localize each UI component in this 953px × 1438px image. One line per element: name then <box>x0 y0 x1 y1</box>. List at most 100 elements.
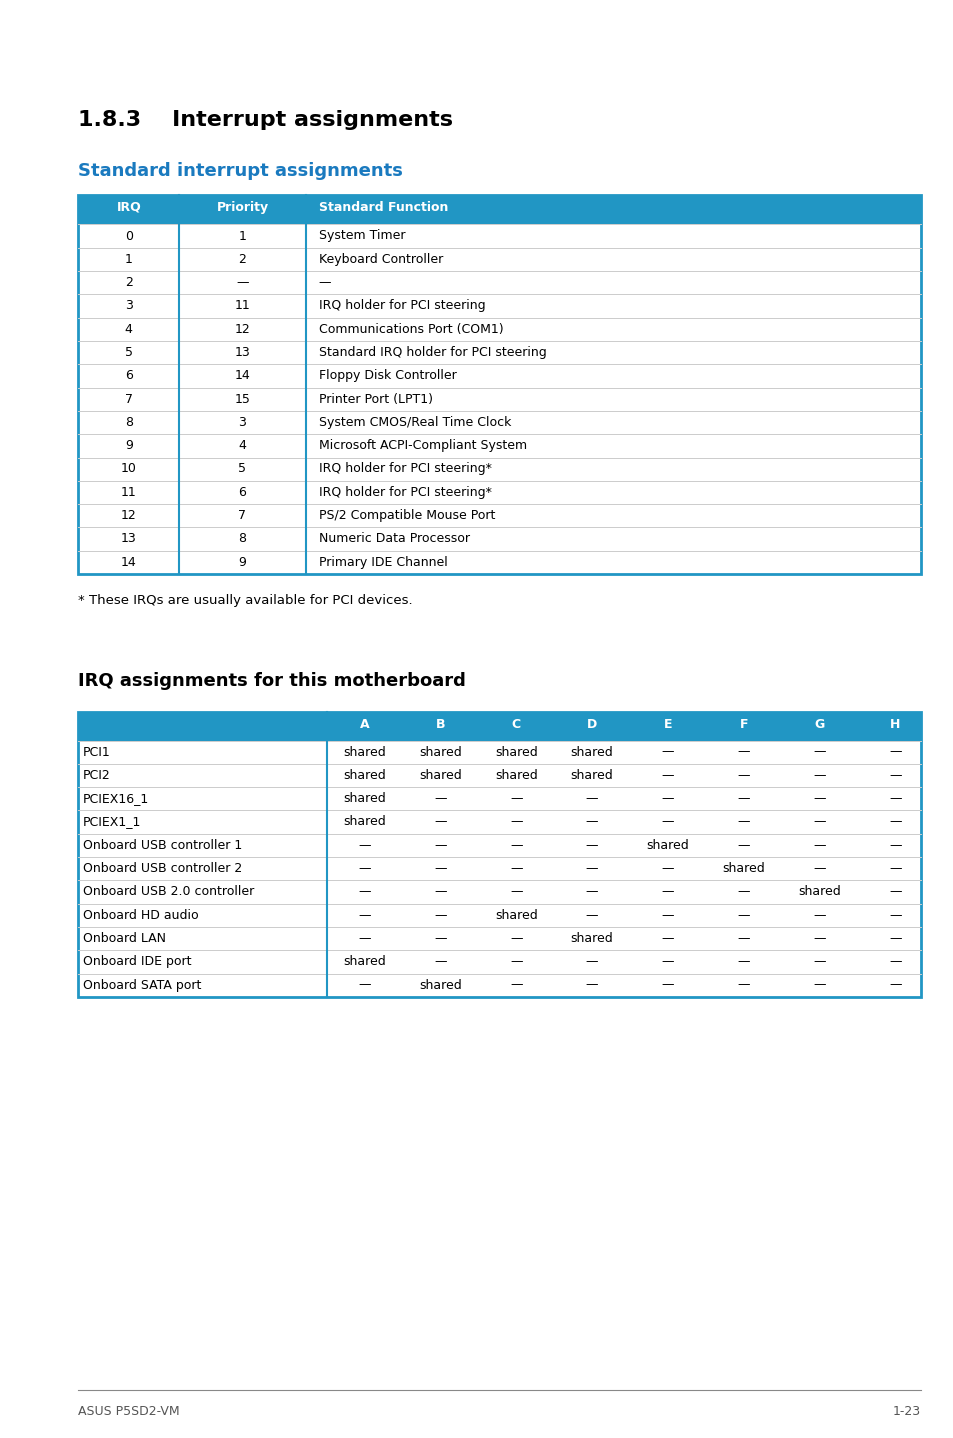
Text: 3: 3 <box>238 416 246 429</box>
Text: G: G <box>814 718 823 731</box>
Text: —: — <box>737 932 749 945</box>
Text: —: — <box>358 978 371 991</box>
Text: F: F <box>739 718 747 731</box>
Text: —: — <box>888 815 901 828</box>
Text: Communications Port (COM1): Communications Port (COM1) <box>318 322 503 335</box>
Text: 13: 13 <box>234 347 250 360</box>
Text: Onboard SATA port: Onboard SATA port <box>83 978 201 991</box>
Bar <box>78 834 920 857</box>
Text: —: — <box>510 886 522 899</box>
Text: —: — <box>812 861 825 874</box>
Text: —: — <box>510 861 522 874</box>
Text: —: — <box>812 792 825 805</box>
Text: —: — <box>737 955 749 968</box>
Text: —: — <box>585 909 598 922</box>
Text: —: — <box>812 955 825 968</box>
Bar <box>78 951 920 974</box>
Bar <box>78 903 920 928</box>
Text: 9: 9 <box>238 555 246 568</box>
Text: —: — <box>737 909 749 922</box>
Bar <box>78 857 920 880</box>
Text: —: — <box>812 978 825 991</box>
Text: * These IRQs are usually available for PCI devices.: * These IRQs are usually available for P… <box>78 594 413 607</box>
Text: —: — <box>737 745 749 758</box>
Text: 2: 2 <box>238 253 246 266</box>
Bar <box>78 247 920 272</box>
Text: shared: shared <box>495 745 537 758</box>
Text: —: — <box>888 886 901 899</box>
Bar <box>78 741 920 764</box>
Text: 0: 0 <box>125 230 132 243</box>
Text: Numeric Data Processor: Numeric Data Processor <box>318 532 469 545</box>
Text: shared: shared <box>418 978 461 991</box>
Text: shared: shared <box>798 886 840 899</box>
Text: Keyboard Controller: Keyboard Controller <box>318 253 442 266</box>
Text: H: H <box>889 718 900 731</box>
Text: —: — <box>888 745 901 758</box>
Text: shared: shared <box>721 861 764 874</box>
Text: —: — <box>434 838 446 851</box>
Text: —: — <box>661 861 674 874</box>
Text: 7: 7 <box>238 509 246 522</box>
Text: 1: 1 <box>238 230 246 243</box>
Bar <box>78 480 920 505</box>
Text: —: — <box>585 978 598 991</box>
Text: —: — <box>888 838 901 851</box>
Text: shared: shared <box>418 745 461 758</box>
Text: —: — <box>358 838 371 851</box>
Text: —: — <box>434 815 446 828</box>
Text: shared: shared <box>495 909 537 922</box>
Bar <box>78 712 920 997</box>
Text: Standard IRQ holder for PCI steering: Standard IRQ holder for PCI steering <box>318 347 546 360</box>
Text: PCIEX16_1: PCIEX16_1 <box>83 792 150 805</box>
Text: Onboard LAN: Onboard LAN <box>83 932 166 945</box>
Text: —: — <box>585 861 598 874</box>
Bar <box>78 434 920 457</box>
Text: System CMOS/Real Time Clock: System CMOS/Real Time Clock <box>318 416 511 429</box>
Bar <box>78 928 920 951</box>
Text: IRQ holder for PCI steering*: IRQ holder for PCI steering* <box>318 463 491 476</box>
Text: —: — <box>888 861 901 874</box>
Text: —: — <box>888 792 901 805</box>
Text: 7: 7 <box>125 393 132 406</box>
Text: shared: shared <box>343 955 386 968</box>
Text: ASUS P5SD2-VM: ASUS P5SD2-VM <box>78 1405 180 1418</box>
Bar <box>78 388 920 411</box>
Text: Onboard IDE port: Onboard IDE port <box>83 955 192 968</box>
Bar <box>78 457 920 480</box>
Text: IRQ holder for PCI steering: IRQ holder for PCI steering <box>318 299 485 312</box>
Text: —: — <box>510 792 522 805</box>
Text: —: — <box>888 909 901 922</box>
Text: —: — <box>585 838 598 851</box>
Text: Standard Function: Standard Function <box>318 201 448 214</box>
Bar <box>78 224 920 247</box>
Text: —: — <box>510 978 522 991</box>
Text: —: — <box>737 815 749 828</box>
Text: 4: 4 <box>238 439 246 452</box>
Text: —: — <box>510 955 522 968</box>
Bar <box>78 764 920 787</box>
Text: —: — <box>888 955 901 968</box>
Text: —: — <box>434 955 446 968</box>
Text: —: — <box>737 886 749 899</box>
Text: System Timer: System Timer <box>318 230 405 243</box>
Text: —: — <box>661 955 674 968</box>
Text: shared: shared <box>343 745 386 758</box>
Text: —: — <box>661 978 674 991</box>
Text: —: — <box>661 792 674 805</box>
Text: 15: 15 <box>234 393 251 406</box>
Text: 3: 3 <box>125 299 132 312</box>
Text: B: B <box>436 718 445 731</box>
Text: 13: 13 <box>121 532 136 545</box>
Text: Printer Port (LPT1): Printer Port (LPT1) <box>318 393 433 406</box>
Text: —: — <box>737 792 749 805</box>
Text: 1.8.3    Interrupt assignments: 1.8.3 Interrupt assignments <box>78 109 453 129</box>
Text: —: — <box>434 861 446 874</box>
Text: A: A <box>359 718 369 731</box>
Bar <box>78 272 920 295</box>
Text: —: — <box>434 932 446 945</box>
Text: —: — <box>661 886 674 899</box>
Text: Onboard USB 2.0 controller: Onboard USB 2.0 controller <box>83 886 254 899</box>
Text: —: — <box>358 909 371 922</box>
Text: —: — <box>358 886 371 899</box>
